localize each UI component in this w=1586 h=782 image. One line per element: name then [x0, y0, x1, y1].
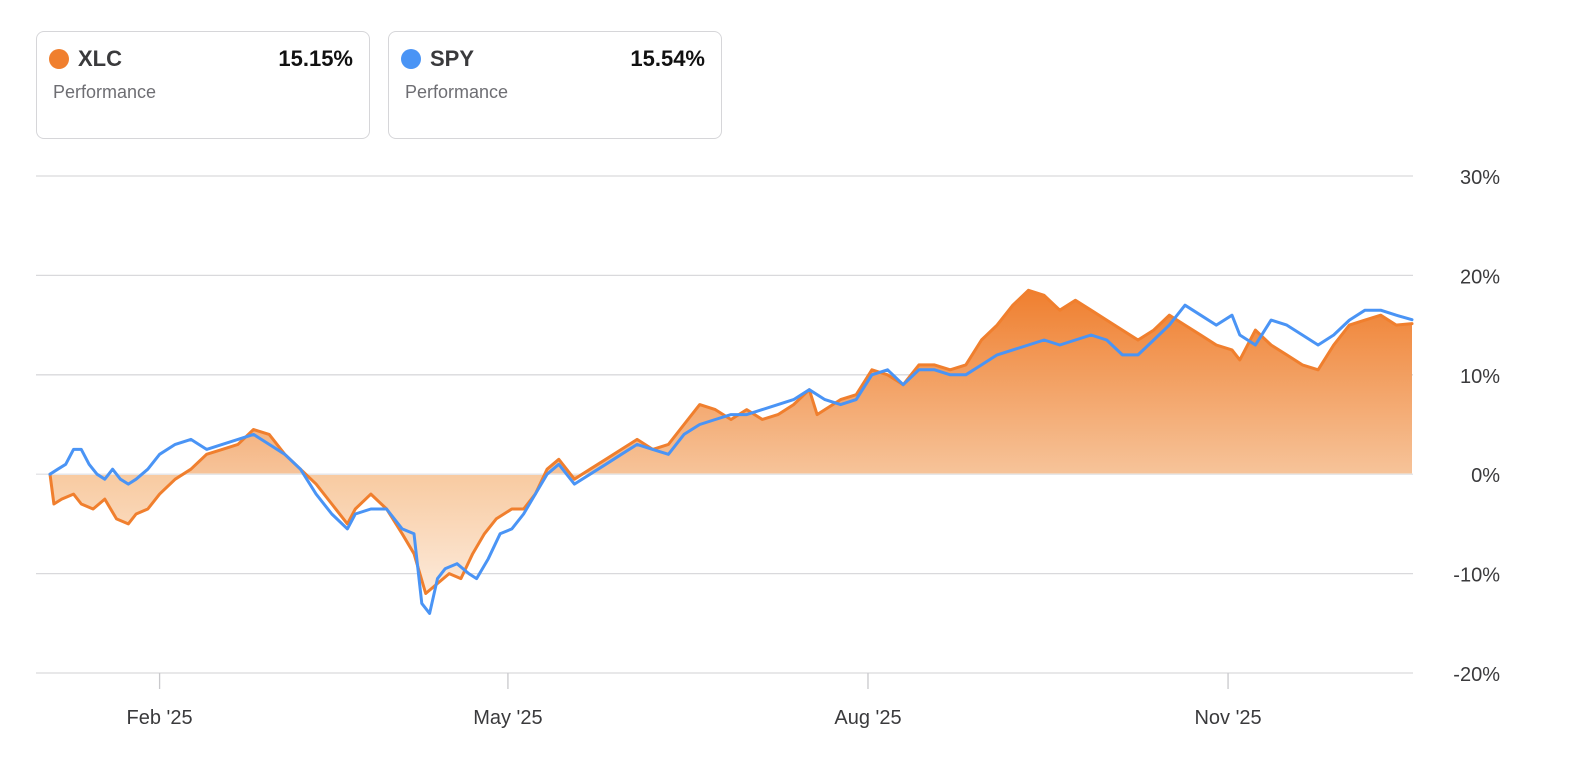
legend-ticker: XLC: [78, 46, 122, 71]
xlc-area-positive: [184, 290, 1412, 473]
legend-performance-value: 15.54%: [630, 46, 705, 71]
legend-performance-label: Performance: [53, 82, 157, 102]
xlc-series-line[interactable]: [48, 288, 1414, 595]
y-tick-label: 0%: [1471, 465, 1500, 487]
y-axis: 30% 20% 10% 0% -10% -20%: [1453, 167, 1500, 686]
xlc-color-dot-icon: [49, 49, 69, 69]
x-tick-label: Nov '25: [1194, 707, 1261, 729]
xlc-area-negative: [50, 473, 1412, 594]
x-tick-label: Aug '25: [834, 707, 901, 729]
spy-color-dot-icon: [401, 49, 421, 69]
legend-performance-label: Performance: [405, 82, 509, 102]
legend-card-spy[interactable]: SPY 15.54% Performance: [388, 31, 722, 139]
legend-performance-value: 15.15%: [278, 46, 353, 71]
y-tick-label: 10%: [1460, 366, 1500, 388]
y-tick-label: -20%: [1453, 664, 1500, 686]
y-tick-label: 20%: [1460, 266, 1500, 288]
x-tick-label: May '25: [473, 707, 542, 729]
spy-series-line[interactable]: [48, 303, 1414, 615]
legend-card-xlc[interactable]: XLC 15.15% Performance: [36, 31, 370, 139]
legend-ticker: SPY: [430, 46, 475, 71]
xlc-area-fill: [36, 290, 1413, 594]
series-lines: [48, 288, 1414, 615]
x-axis: Feb '25 May '25 Aug '25 Nov '25: [127, 673, 1262, 729]
x-tick-label: Feb '25: [127, 707, 193, 729]
y-tick-label: 30%: [1460, 167, 1500, 189]
y-tick-label: -10%: [1453, 565, 1500, 587]
